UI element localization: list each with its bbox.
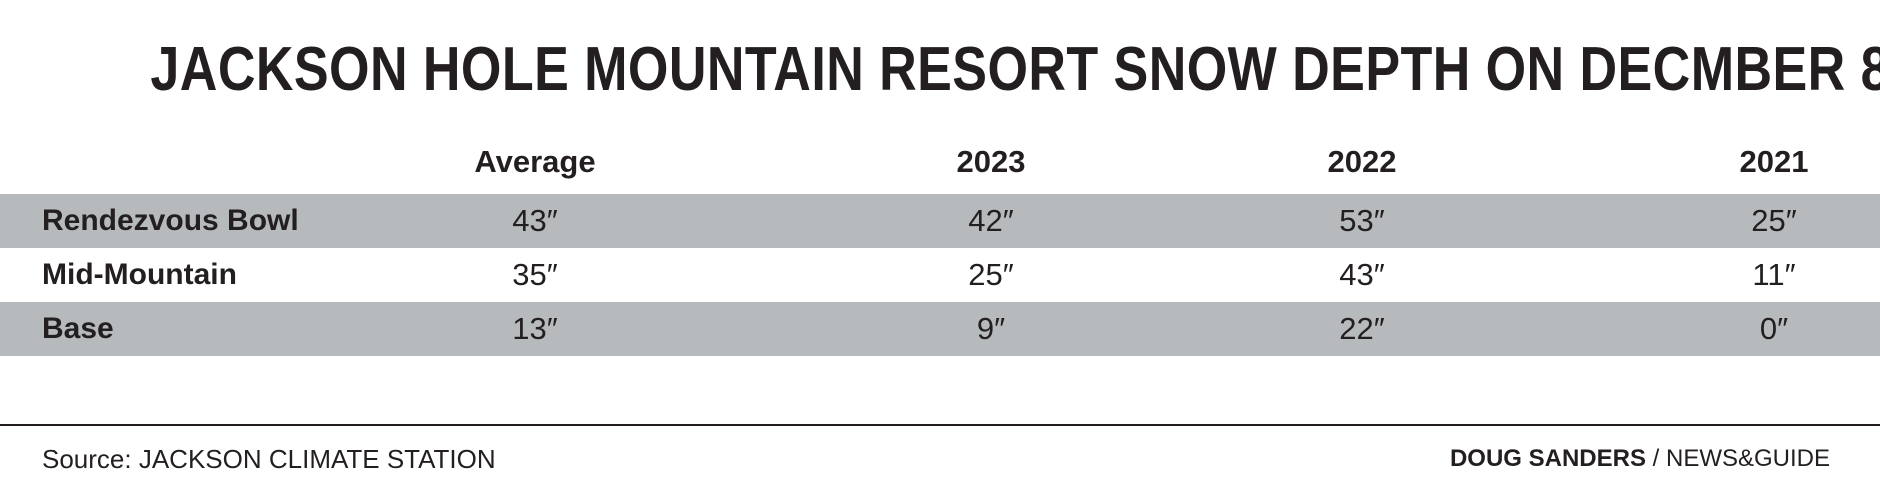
row-label-mid-mountain: Mid-Mountain (42, 258, 237, 291)
table-cell: 42″ (968, 203, 1014, 238)
row-label-base: Base (42, 312, 114, 345)
table-cell: 25″ (968, 257, 1014, 292)
table-cell: 22″ (1339, 311, 1385, 346)
column-header-2022: 2022 (1327, 144, 1397, 179)
table-cell: 53″ (1339, 203, 1385, 238)
table-header-row: Average 2023 2022 2021 (0, 130, 1880, 194)
table-cell: 0″ (1759, 311, 1789, 346)
source-note: Source: JACKSON CLIMATE STATION (42, 444, 496, 474)
table-row: Rendezvous Bowl 43″ 42″ 53″ 25″ (0, 194, 1880, 248)
credit-author: DOUG SANDERS (1449, 445, 1646, 472)
table-cell: 35″ (512, 257, 558, 292)
snow-depth-table: Average 2023 2022 2021 Rendezvous Bowl 4… (0, 130, 1880, 356)
table-cell: 25″ (1751, 203, 1797, 238)
chart-title: JACKSON HOLE MOUNTAIN RESORT SNOW DEPTH … (150, 35, 1880, 104)
row-label-rendezvous-bowl: Rendezvous Bowl (42, 204, 299, 237)
table-cell: 9″ (976, 311, 1006, 346)
table-cell: 43″ (512, 203, 558, 238)
footer-divider (0, 424, 1880, 426)
table-cell: 13″ (512, 311, 558, 346)
credit-line: DOUG SANDERS / NEWS&GUIDE (1450, 442, 1830, 476)
column-header-average: Average (474, 144, 596, 179)
credit-separator: / (1645, 445, 1666, 472)
table-row: Base 13″ 9″ 22″ 0″ (0, 302, 1880, 356)
column-header-2021: 2021 (1739, 144, 1809, 179)
column-header-2023: 2023 (956, 144, 1026, 179)
table-row: Mid-Mountain 35″ 25″ 43″ 11″ (0, 248, 1880, 302)
table-cell: 11″ (1752, 257, 1796, 292)
table-cell: 43″ (1339, 257, 1385, 292)
credit-publication: NEWS&GUIDE (1665, 445, 1830, 472)
